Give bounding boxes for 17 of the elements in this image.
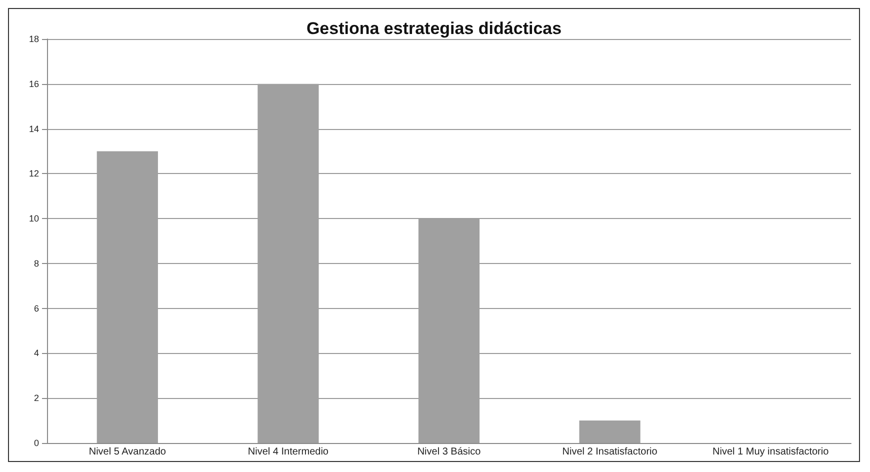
y-tick-label: 16 <box>28 78 39 89</box>
x-tick-label: Nivel 5 Avanzado <box>88 446 166 458</box>
y-tick-label: 8 <box>34 258 39 268</box>
y-tick-label: 14 <box>28 124 39 134</box>
x-tick-label: Nivel 3 Básico <box>417 446 482 458</box>
y-tick-label: 6 <box>34 303 39 314</box>
bar <box>579 420 640 443</box>
x-tick-label: Nivel 2 Insatisfactorio <box>562 446 658 458</box>
chart-title: Gestiona estrategias didácticas <box>306 19 562 38</box>
y-tick-label: 4 <box>34 348 39 358</box>
y-tick-label: 10 <box>28 214 39 224</box>
y-tick-label: 12 <box>28 168 39 179</box>
y-tick-label: 2 <box>34 393 39 404</box>
y-tick-label: 18 <box>28 34 39 44</box>
x-tick-label: Nivel 1 Muy insatisfactorio <box>712 446 830 458</box>
y-tick-label: 0 <box>34 438 39 448</box>
x-tick-label: Nivel 4 Intermedio <box>248 446 329 458</box>
